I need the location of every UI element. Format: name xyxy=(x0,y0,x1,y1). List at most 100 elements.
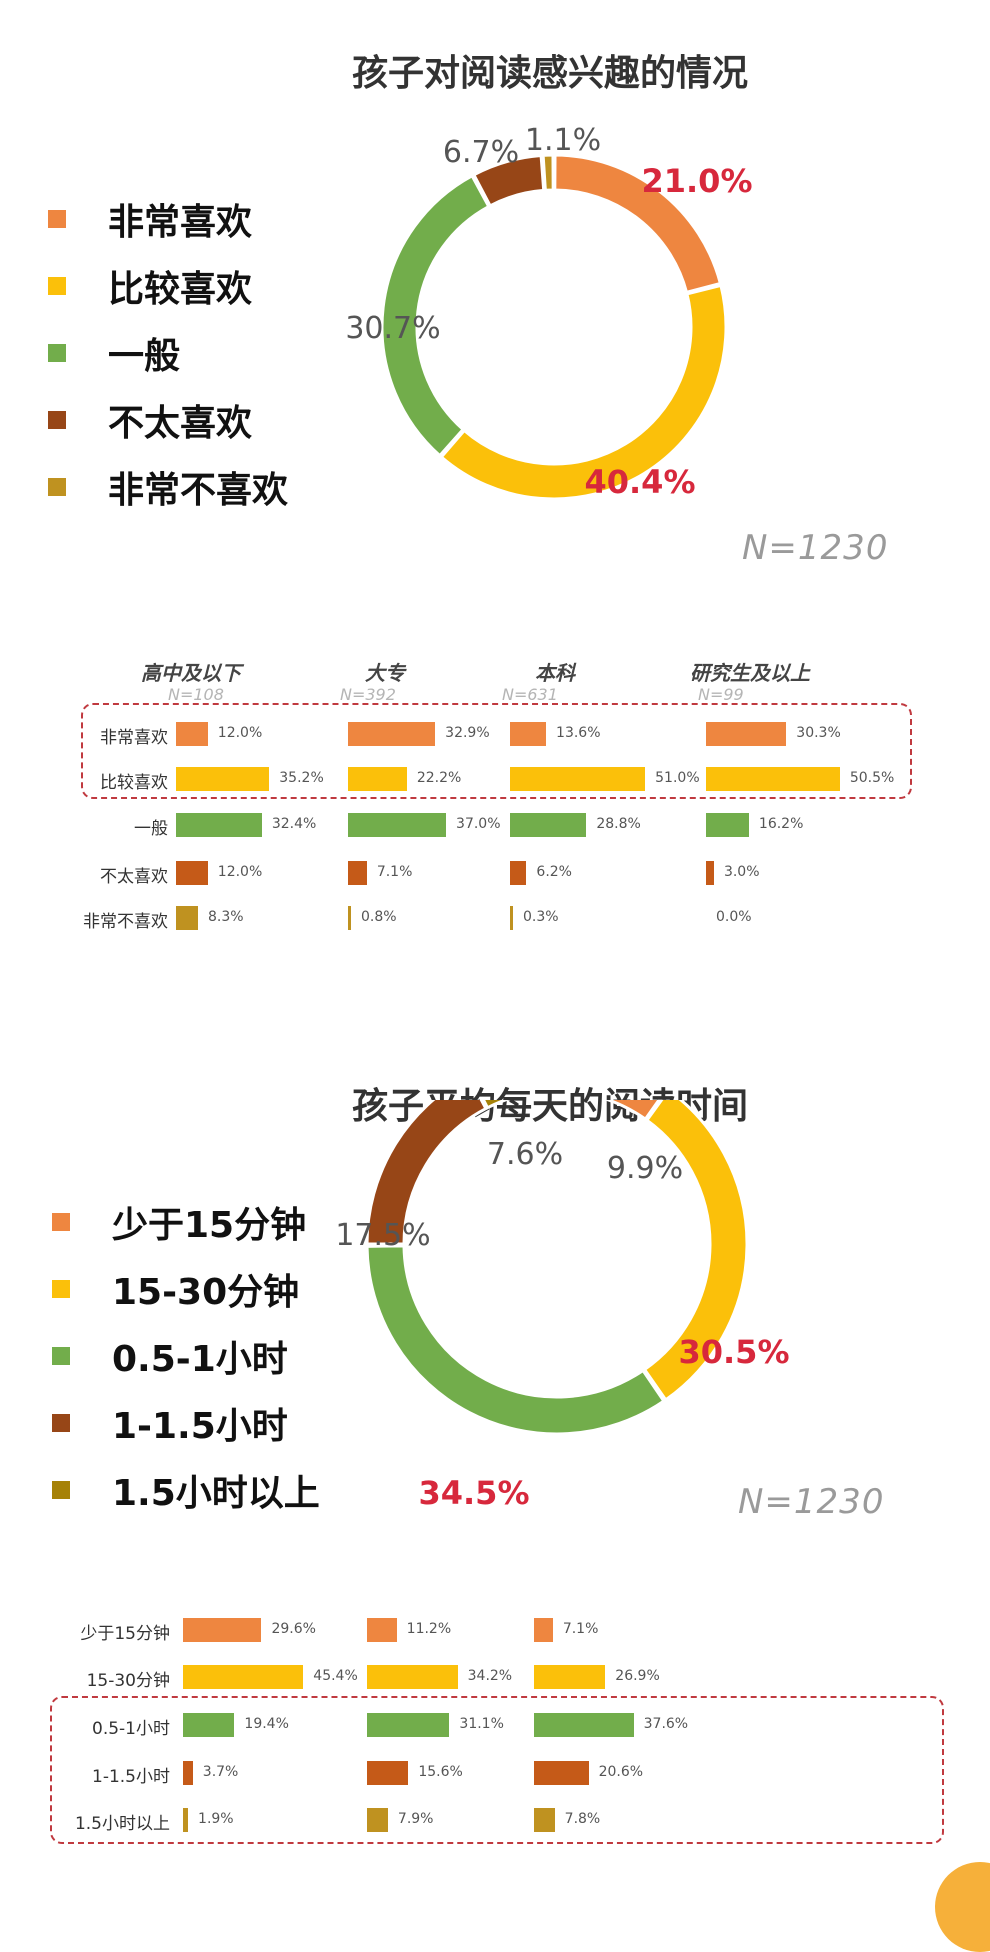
chart4-bar-g1-r1 xyxy=(367,1665,458,1689)
chart4-bar-label-g2-r4: 7.8% xyxy=(564,1811,601,1827)
chart2-group-n-1: N=392 xyxy=(340,685,396,704)
chart2-bar-g3-r2 xyxy=(706,813,749,837)
chart2-bar-g0-r3 xyxy=(176,861,208,885)
chart4-bar-label-g0-r4: 1.9% xyxy=(198,1811,234,1827)
chart1-slice-4 xyxy=(541,153,555,192)
chart1-slice-2 xyxy=(380,173,491,458)
chart1-legend-label-4: 非常不喜欢 xyxy=(108,470,289,511)
chart4-row-label-0: 少于15分钟 xyxy=(80,1624,170,1644)
chart2-bar-label-g2-r2: 28.8% xyxy=(596,816,641,832)
chart3-legend-label-4: 1.5小时以上 xyxy=(112,1473,320,1514)
chart1-slice-3 xyxy=(471,153,546,208)
chart1-legend-label-3: 不太喜欢 xyxy=(108,403,253,444)
chart1-slice-1 xyxy=(439,283,728,501)
chart4-bar-g2-r2 xyxy=(534,1713,634,1737)
chart2-bar-label-g1-r2: 37.0% xyxy=(456,816,501,832)
chart2-row-label-2: 一般 xyxy=(134,819,168,839)
chart2-row-label-4: 非常不喜欢 xyxy=(83,912,168,932)
chart3-legend-label-1: 15-30分钟 xyxy=(112,1272,300,1313)
chart4-bar-label-g2-r2: 37.6% xyxy=(643,1716,689,1732)
chart4-bar-label-g0-r1: 45.4% xyxy=(313,1668,358,1684)
chart2-bar-label-g3-r3: 3.0% xyxy=(723,864,760,880)
chart4-row-label-1: 15-30分钟 xyxy=(86,1671,170,1691)
chart3-slice-2 xyxy=(365,1244,666,1436)
chart2-bar-label-g2-r1: 51.0% xyxy=(655,770,700,786)
chart2-bar-label-g1-r0: 32.9% xyxy=(445,725,490,741)
chart2-group-header-2: 本科 xyxy=(535,661,575,685)
chart2-bar-label-g0-r3: 12.0% xyxy=(217,864,263,880)
chart2-bar-g1-r0 xyxy=(348,722,436,746)
chart3-legend-item-1: 15-30分钟 xyxy=(52,1263,299,1315)
chart4-bar-g1-r2 xyxy=(367,1713,450,1737)
chart4-bar-label-g1-r2: 31.1% xyxy=(459,1716,504,1732)
chart1-legend-item-4: 非常不喜欢 xyxy=(48,461,288,513)
chart4-bar-label-g2-r3: 20.6% xyxy=(598,1764,644,1780)
chart1-slice-label-3: 6.7% xyxy=(443,135,519,170)
chart2-group-header-1: 大专 xyxy=(365,661,405,685)
chart3-slice-label-4: 7.6% xyxy=(487,1137,563,1172)
chart3-slice-label-3: 17.5% xyxy=(335,1218,430,1253)
chart2-bar-g0-r1 xyxy=(176,767,270,791)
chart2-group-header-0: 高中及以下 xyxy=(141,661,241,685)
chart1-legend-swatch-3 xyxy=(48,411,66,429)
chart2-bar-g0-r2 xyxy=(176,813,262,837)
chart2-group-n-0: N=108 xyxy=(168,685,224,704)
chart1-legend-swatch-4 xyxy=(48,478,66,496)
chart3-legend-swatch-0 xyxy=(52,1213,70,1231)
chart1-legend-item-2: 一般 xyxy=(48,327,180,379)
chart2-bar-g1-r1 xyxy=(348,767,407,791)
chart1-slice-0 xyxy=(553,153,723,295)
chart2-bar-g3-r3 xyxy=(706,861,714,885)
chart2-bar-g2-r2 xyxy=(510,813,587,837)
chart3-legend-swatch-3 xyxy=(52,1414,70,1432)
chart1-n-label: N=1230 xyxy=(742,528,889,568)
chart4-row-label-4: 1.5小时以上 xyxy=(74,1814,170,1834)
chart4-bar-g0-r4 xyxy=(183,1808,189,1832)
chart2-bar-g2-r4 xyxy=(510,906,513,930)
chart4-bar-label-g2-r1: 26.9% xyxy=(615,1668,660,1684)
chart1-slice-label-4: 1.1% xyxy=(525,123,601,158)
chart3-slice-0 xyxy=(604,1100,661,1122)
chart1-slice-label-1: 40.4% xyxy=(584,463,695,501)
chart3-slice-label-1: 30.5% xyxy=(678,1333,789,1371)
chart3-legend-item-0: 少于15分钟 xyxy=(52,1196,306,1248)
chart2-row-label-1: 比较喜欢 xyxy=(100,773,168,793)
chart2-group-n-3: N=99 xyxy=(698,685,744,704)
chart2-bar-label-g2-r3: 6.2% xyxy=(536,864,572,880)
chart2-bar-label-g3-r4: 0.0% xyxy=(716,909,752,925)
chart2-bar-g0-r0 xyxy=(176,722,208,746)
chart3-legend-item-4: 1.5小时以上 xyxy=(52,1464,320,1516)
chart1-legend-swatch-0 xyxy=(48,210,66,228)
chart4-bar-g0-r3 xyxy=(183,1761,193,1785)
chart4-row-label-3: 1-1.5小时 xyxy=(92,1767,170,1787)
chart4-bar-label-g2-r0: 7.1% xyxy=(562,1621,599,1637)
chart2-bar-g3-r0 xyxy=(706,722,787,746)
chart2-bar-label-g3-r2: 16.2% xyxy=(758,816,804,832)
corner-decoration xyxy=(935,1862,990,1952)
chart1-legend-label-0: 非常喜欢 xyxy=(108,202,253,243)
chart1-slice-label-0: 21.0% xyxy=(641,162,752,200)
chart4-highlight-box xyxy=(50,1696,944,1844)
chart3-slice-1 xyxy=(642,1100,749,1402)
chart1-legend-label-1: 比较喜欢 xyxy=(108,269,253,310)
chart3-slice-3 xyxy=(365,1100,488,1246)
chart4-bar-g1-r3 xyxy=(367,1761,409,1785)
chart4-bar-label-g0-r3: 3.7% xyxy=(202,1764,239,1780)
chart2-group-header-3: 研究生及以上 xyxy=(690,661,810,685)
chart1-slice-label-2: 30.7% xyxy=(345,311,440,346)
chart3-n-label: N=1230 xyxy=(738,1482,885,1522)
chart2-bar-label-g3-r0: 30.3% xyxy=(796,725,841,741)
chart2-bar-label-g1-r3: 7.1% xyxy=(376,864,413,880)
chart2-bar-g1-r3 xyxy=(348,861,367,885)
chart4-bar-g2-r1 xyxy=(534,1665,606,1689)
chart2-bar-g1-r2 xyxy=(348,813,447,837)
chart2-bar-g3-r1 xyxy=(706,767,840,791)
chart2-bar-label-g2-r4: 0.3% xyxy=(523,909,559,925)
chart1-legend-swatch-2 xyxy=(48,344,66,362)
chart4-bar-label-g0-r2: 19.4% xyxy=(244,1716,289,1732)
chart2-bar-g2-r0 xyxy=(510,722,547,746)
chart1-legend-swatch-1 xyxy=(48,277,66,295)
chart2-bar-label-g0-r0: 12.0% xyxy=(217,725,263,741)
chart2-bar-label-g0-r2: 32.4% xyxy=(271,816,317,832)
chart3-legend-item-2: 0.5-1小时 xyxy=(52,1330,288,1382)
